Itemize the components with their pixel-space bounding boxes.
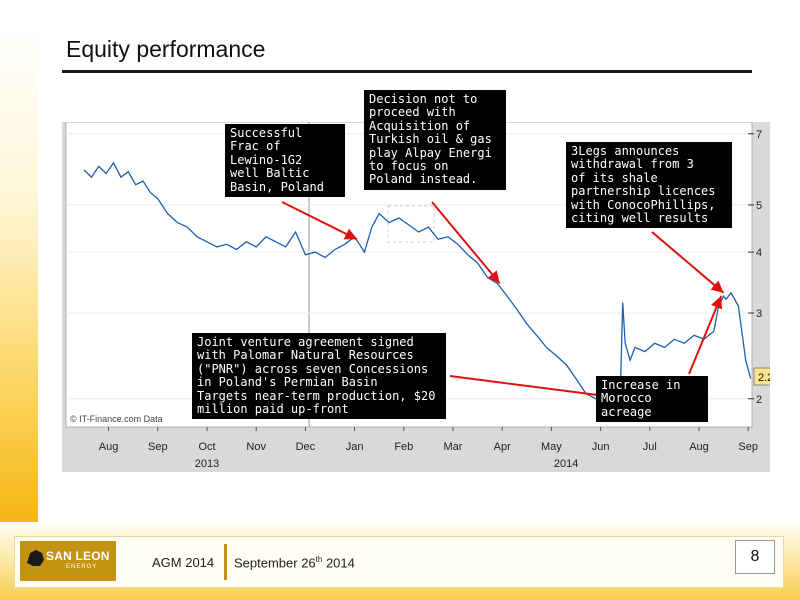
y-tick-label: 3: [756, 308, 762, 320]
x-tick-label: Aug: [99, 441, 119, 453]
x-tick-label: Jul: [643, 441, 657, 453]
x-year-label: 2013: [195, 458, 219, 470]
x-tick-label: Aug: [689, 441, 709, 453]
annotation-turkish: Decision not to proceed with Acquisition…: [364, 90, 506, 190]
y-tick-label: 2: [756, 394, 762, 406]
annotation-3legs: 3Legs announces withdrawal from 3 of its…: [566, 142, 732, 229]
annotation-palomar: Joint venture agreement signed with Palo…: [192, 333, 446, 420]
price-series-line: [83, 161, 752, 400]
footer-date: September 26th 2014: [234, 555, 355, 571]
annotation-arrow: [431, 201, 501, 285]
footer-bar: [14, 536, 784, 588]
footer-separator: [224, 544, 227, 580]
y-tick-label: 5: [756, 200, 762, 212]
lion-icon: [27, 550, 44, 566]
last-value-box: [753, 367, 770, 386]
x-year-label: 2014: [554, 458, 578, 470]
annotation-arrow: [281, 201, 358, 241]
footer-event: AGM 2014: [152, 555, 215, 570]
page-number: 8: [735, 540, 775, 574]
x-tick-label: Dec: [296, 441, 316, 453]
x-tick-label: Sep: [738, 441, 758, 453]
x-tick-label: Sep: [148, 441, 168, 453]
source-label: © IT-Finance.com Data: [70, 414, 163, 424]
x-tick-label: Jan: [346, 441, 364, 453]
highlight-box: [387, 205, 435, 243]
annotation-arrow: [449, 375, 611, 402]
y-tick-label: 7: [756, 129, 762, 141]
x-tick-label: Jun: [592, 441, 610, 453]
slide-title: Equity performance: [66, 36, 266, 62]
left-accent-bar: [0, 28, 38, 522]
annotation-frac: Successful Frac of Lewino-1G2 well Balti…: [225, 124, 345, 198]
logo-sub: ENERGY: [66, 564, 98, 570]
x-tick-label: May: [541, 441, 562, 453]
title-underline: [62, 70, 752, 73]
x-tick-label: Oct: [198, 441, 215, 453]
x-tick-label: Feb: [394, 441, 413, 453]
logo-name: SAN LEON: [46, 549, 110, 563]
x-tick-label: Mar: [444, 441, 463, 453]
y-tick-label: 4: [756, 247, 762, 259]
last-value-label: 2.20: [758, 372, 770, 384]
x-tick-label: Apr: [494, 441, 511, 453]
annotation-morocco: Increase in Morocco acreage: [596, 376, 708, 423]
x-tick-label: Nov: [246, 441, 266, 453]
annotation-arrow: [651, 231, 725, 294]
annotation-arrow: [688, 295, 723, 375]
